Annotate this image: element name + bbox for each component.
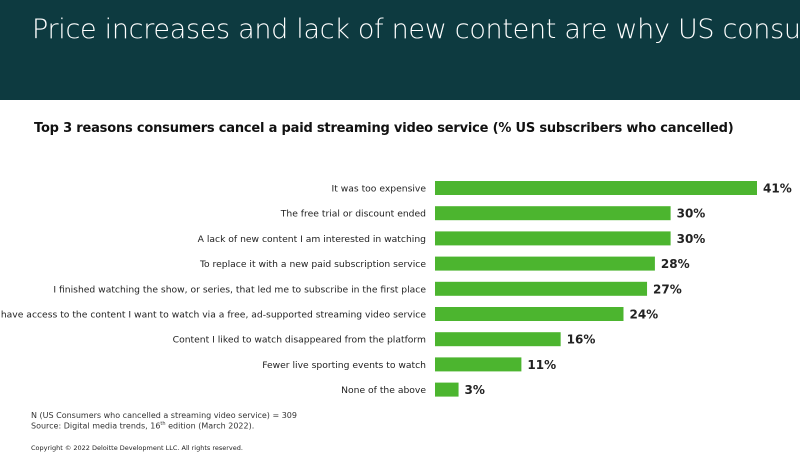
category-label: The free trial or discount ended <box>280 209 426 220</box>
bar <box>435 256 655 271</box>
source-note: Source: Digital media trends, 16th editi… <box>31 421 254 431</box>
value-label: 16% <box>567 333 596 347</box>
value-label: 28% <box>661 257 690 271</box>
bar-chart: It was too expensive 41% The free trial or… <box>0 181 792 397</box>
category-label: A lack of new content I am interested in… <box>198 234 426 245</box>
value-label: 24% <box>629 308 658 322</box>
bar <box>435 231 671 246</box>
bar <box>435 357 522 372</box>
bar <box>435 332 561 347</box>
category-label: I have access to the content I want to w… <box>0 310 426 321</box>
value-label: 27% <box>653 282 682 296</box>
category-label: It was too expensive <box>331 184 426 195</box>
sample-size-note: N (US Consumers who cancelled a streamin… <box>31 411 297 420</box>
chart-title: Top 3 reasons consumers cancel a paid st… <box>34 121 734 136</box>
value-label: 41% <box>763 182 792 196</box>
bar <box>435 181 757 195</box>
category-label: To replace it with a new paid subscripti… <box>199 259 426 270</box>
source-note-sup: th <box>160 421 166 427</box>
slide-title: Price increases and lack of new content … <box>32 14 800 45</box>
header-banner: Price increases and lack of new content … <box>0 0 800 100</box>
value-label: 3% <box>465 383 485 397</box>
bar <box>435 382 459 397</box>
category-label: Fewer live sporting events to watch <box>262 360 426 371</box>
source-note-suffix: edition (March 2022). <box>165 421 255 431</box>
source-note-prefix: Source: Digital media trends, 16 <box>31 421 161 431</box>
category-label: Content I liked to watch disappeared fro… <box>173 335 426 346</box>
value-label: 30% <box>677 232 706 246</box>
copyright-notice: Copyright © 2022 Deloitte Development LL… <box>31 444 243 452</box>
value-label: 30% <box>677 207 706 221</box>
value-label: 11% <box>527 358 556 372</box>
category-label: None of the above <box>341 385 426 396</box>
bar <box>435 281 648 296</box>
category-label: I finished watching the show, or series,… <box>53 284 426 295</box>
bar <box>435 206 671 221</box>
bar <box>435 307 624 321</box>
